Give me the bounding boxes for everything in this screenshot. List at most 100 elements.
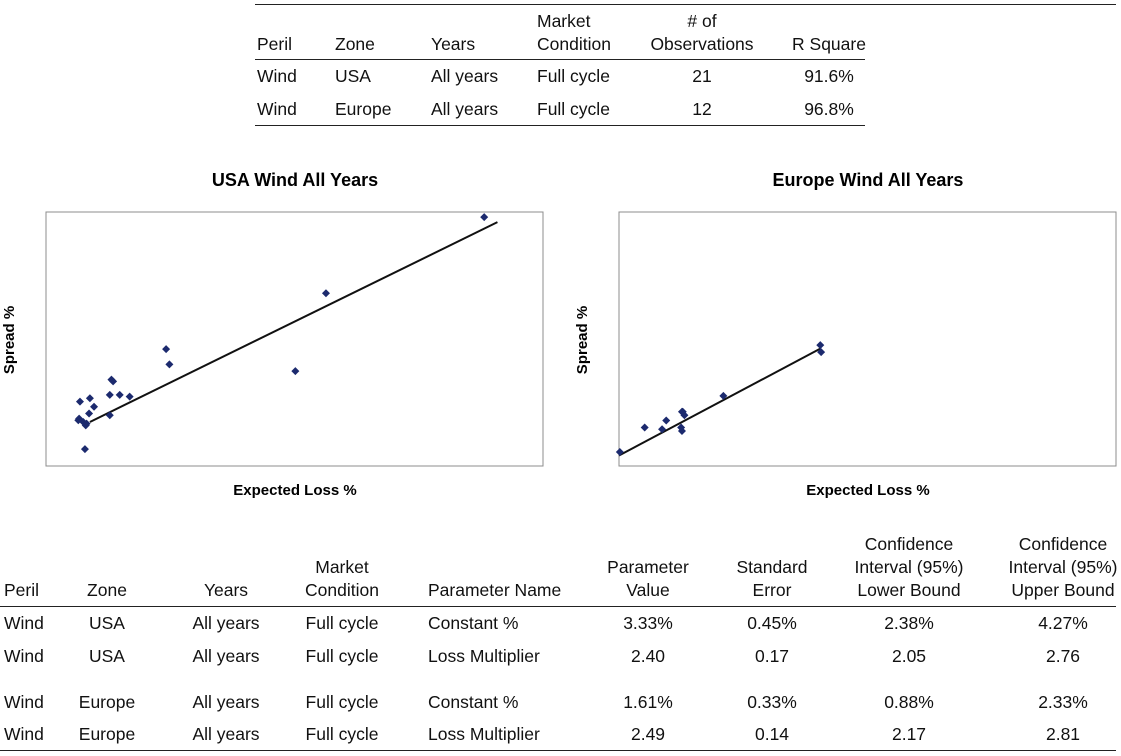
- scatter-point: [816, 341, 825, 350]
- plot-area: [45, 211, 544, 467]
- chart-title: USA Wind All Years: [212, 170, 378, 190]
- table-cell: Wind: [4, 612, 44, 633]
- table-cell: 2.40: [630, 645, 666, 666]
- scatter-point: [321, 289, 330, 298]
- table2-bottom-rule: [0, 750, 1116, 751]
- header-cell: R Square: [792, 34, 866, 54]
- table-cell: 2.05: [891, 645, 927, 666]
- header-cell: Confidence Interval (95%) Lower Bound: [854, 534, 964, 600]
- header-cell: Peril: [4, 580, 40, 600]
- table-cell: Full cycle: [305, 612, 379, 633]
- table-cell: All years: [431, 98, 499, 119]
- header-cell: Parameter Name: [428, 580, 562, 600]
- scatter-point: [165, 360, 174, 369]
- scatter-point: [75, 397, 84, 406]
- scatter-point: [105, 390, 114, 399]
- table-cell: Full cycle: [537, 65, 610, 86]
- scatter-point: [109, 377, 118, 386]
- y-axis-label: Spread %: [574, 306, 591, 374]
- x-axis-label: Expected Loss %: [233, 482, 356, 499]
- table-cell: 4.27%: [1038, 612, 1088, 633]
- table1-header-rule: [255, 59, 865, 60]
- table-cell: 1.61%: [623, 691, 673, 712]
- table-cell: 2.17: [891, 723, 927, 744]
- scatter-point: [75, 414, 84, 423]
- table-cell: Full cycle: [305, 691, 379, 712]
- table-cell: 0.88%: [884, 691, 934, 712]
- header-cell: Years: [203, 580, 249, 600]
- trend-line: [618, 347, 821, 457]
- scatter-point: [125, 392, 134, 401]
- header-cell: Market Condition: [305, 557, 379, 600]
- table-cell: 0.17: [754, 645, 790, 666]
- header-cell: Confidence Interval (95%) Upper Bound: [1008, 534, 1118, 600]
- table-cell: Loss Multiplier: [428, 645, 540, 666]
- header-cell: Standard Error: [736, 557, 808, 600]
- table-cell: All years: [192, 691, 260, 712]
- table-cell: 0.14: [754, 723, 790, 744]
- table-cell: Loss Multiplier: [428, 723, 540, 744]
- plot-area: [618, 211, 1117, 467]
- table-cell: Europe: [78, 723, 136, 744]
- table-cell: 2.33%: [1038, 691, 1088, 712]
- table-cell: Wind: [4, 723, 44, 744]
- table-cell: Europe: [78, 691, 136, 712]
- table-cell: Constant %: [428, 612, 519, 633]
- header-cell: Market Condition: [537, 11, 611, 54]
- scatter-point: [115, 390, 124, 399]
- table-cell: Constant %: [428, 691, 519, 712]
- chart-title: Europe Wind All Years: [773, 170, 964, 190]
- table-cell: 0.45%: [747, 612, 797, 633]
- scatter-point: [85, 394, 94, 403]
- header-cell: Zone: [335, 34, 375, 54]
- table-cell: Wind: [4, 691, 44, 712]
- scatter-point: [90, 402, 99, 411]
- table-cell: USA: [335, 65, 371, 86]
- table-cell: 2.81: [1045, 723, 1081, 744]
- table-cell: Wind: [4, 645, 44, 666]
- table-cell: 2.38%: [884, 612, 934, 633]
- table-cell: 2.76: [1045, 645, 1081, 666]
- table-cell: 91.6%: [804, 65, 854, 86]
- scatter-point: [640, 423, 649, 432]
- scatter-point: [82, 419, 91, 428]
- table-cell: 3.33%: [623, 612, 673, 633]
- scatter-point: [85, 409, 94, 418]
- table-cell: 0.33%: [747, 691, 797, 712]
- scatter-point: [662, 416, 671, 425]
- y-axis-label: Spread %: [1, 306, 18, 374]
- table-cell: USA: [89, 645, 125, 666]
- scatter-point: [615, 447, 624, 456]
- scatter-point: [80, 445, 89, 454]
- table-cell: 2.49: [630, 723, 666, 744]
- header-cell: # of Observations: [650, 11, 754, 54]
- scatter-point: [719, 391, 728, 400]
- table-cell: All years: [192, 612, 260, 633]
- scatter-point: [677, 426, 686, 435]
- table-cell: Europe: [335, 98, 392, 119]
- table-cell: Wind: [257, 65, 297, 86]
- table-cell: Full cycle: [305, 645, 379, 666]
- scatter-point: [162, 345, 171, 354]
- trend-line: [89, 221, 498, 423]
- table-cell: 21: [692, 65, 712, 86]
- header-cell: Zone: [87, 580, 127, 600]
- table-cell: Full cycle: [537, 98, 610, 119]
- table-cell: Wind: [257, 98, 297, 119]
- scatter-point: [291, 367, 300, 376]
- header-cell: Parameter Value: [607, 557, 689, 600]
- table-cell: All years: [192, 645, 260, 666]
- table-cell: 96.8%: [804, 98, 854, 119]
- header-cell: Years: [431, 34, 476, 54]
- table-cell: 12: [692, 98, 712, 119]
- scatter-point: [677, 407, 686, 416]
- x-axis-label: Expected Loss %: [806, 482, 929, 499]
- table1-top-rule: [255, 4, 1116, 5]
- table-cell: Full cycle: [305, 723, 379, 744]
- scatter-point: [817, 348, 826, 357]
- table1-bottom-rule: [255, 125, 865, 126]
- header-cell: Peril: [257, 34, 293, 54]
- scatter-point: [658, 425, 667, 434]
